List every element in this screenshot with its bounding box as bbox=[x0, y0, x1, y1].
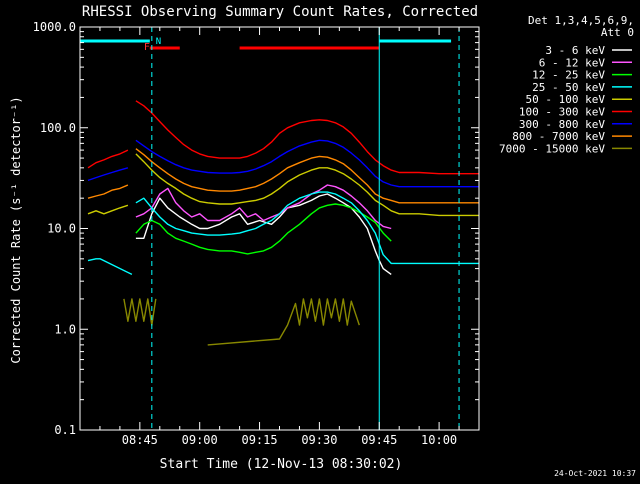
y-axis-label: Corrected Count Rate (s⁻¹ detector⁻¹) bbox=[9, 96, 23, 363]
legend-label: 12 - 25 keV bbox=[532, 69, 605, 82]
legend-row: 800 - 7000 keV bbox=[512, 130, 632, 143]
series-line-0 bbox=[135, 193, 392, 275]
y-tick-label: 10.0 bbox=[47, 222, 76, 236]
y-tick-label: 1.0 bbox=[54, 322, 76, 336]
x-tick-label: 10:00 bbox=[421, 433, 457, 447]
legend-label: 6 - 12 keV bbox=[539, 56, 606, 69]
x-tick-label: 09:30 bbox=[301, 433, 337, 447]
series-line-7 bbox=[87, 148, 479, 204]
legend-row: 6 - 12 keV bbox=[539, 56, 632, 69]
x-tick-label: 09:00 bbox=[182, 433, 218, 447]
series-line-1 bbox=[135, 184, 392, 230]
legend-row: 12 - 25 keV bbox=[532, 69, 632, 82]
series-line-8 bbox=[123, 298, 360, 346]
legend-header-line: Att 0 bbox=[601, 26, 634, 39]
legend-label: 50 - 100 keV bbox=[526, 93, 606, 106]
y-tick-label: 0.1 bbox=[54, 423, 76, 437]
legend-header-line: Det 1,3,4,5,6,9, bbox=[528, 14, 634, 27]
x-tick-label: 09:45 bbox=[361, 433, 397, 447]
y-tick-label: 1000.0 bbox=[33, 20, 76, 34]
legend-label: 300 - 800 keV bbox=[519, 118, 605, 131]
series-line-2 bbox=[135, 203, 392, 255]
legend-row: 50 - 100 keV bbox=[526, 93, 632, 106]
legend-label: 800 - 7000 keV bbox=[512, 130, 605, 143]
x-axis-label: Start Time (12-Nov-13 08:30:02) bbox=[160, 457, 403, 472]
flag-label-night: N bbox=[156, 37, 161, 47]
x-tick-label: 08:45 bbox=[122, 433, 158, 447]
series-line-5 bbox=[87, 100, 479, 175]
series-line-4 bbox=[87, 153, 479, 217]
legend-row: 7000 - 15000 keV bbox=[499, 142, 632, 155]
legend-row: 3 - 6 keV bbox=[545, 44, 632, 57]
legend-label: 3 - 6 keV bbox=[545, 44, 605, 57]
series-line-3 bbox=[87, 191, 479, 276]
x-tick-label: 09:15 bbox=[241, 433, 277, 447]
footer-date: 24-Oct-2021 10:37 bbox=[554, 469, 636, 478]
y-tick-label: 100.0 bbox=[40, 121, 76, 135]
legend-label: 7000 - 15000 keV bbox=[499, 142, 605, 155]
flag-label-flare: F bbox=[144, 42, 150, 53]
axes: 1000.0 100.0 10.0 1.0 0.1 08:45 09:00 09:15 09:3… bbox=[33, 20, 480, 447]
legend-label: 100 - 300 keV bbox=[519, 106, 605, 119]
legend-row: 25 - 50 keV bbox=[532, 81, 632, 94]
legend-row: 100 - 300 keV bbox=[519, 106, 632, 119]
chart-title: RHESSI Observing Summary Count Rates, Co… bbox=[82, 4, 478, 20]
legend-row: 300 - 800 keV bbox=[519, 118, 632, 131]
legend-label: 25 - 50 keV bbox=[532, 81, 605, 94]
series-line-6 bbox=[87, 139, 479, 188]
